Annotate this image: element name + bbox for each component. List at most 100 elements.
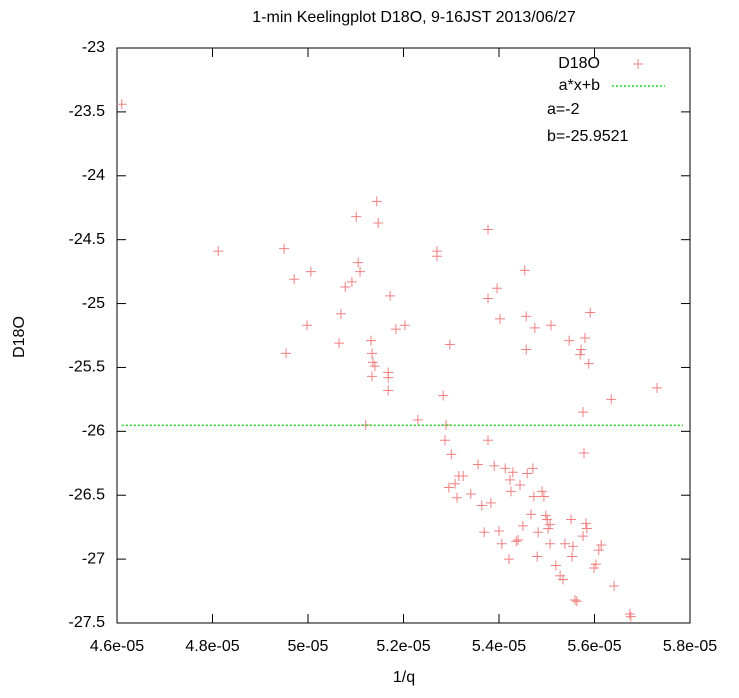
- legend-marker: [633, 59, 643, 69]
- data-point: [585, 307, 596, 318]
- data-point: [579, 333, 590, 344]
- data-point: [483, 224, 494, 235]
- data-point: [580, 518, 591, 529]
- data-point: [479, 527, 490, 538]
- data-point: [346, 276, 357, 287]
- data-point: [513, 534, 524, 545]
- data-point: [373, 218, 384, 229]
- data-point: [305, 266, 316, 277]
- data-point: [522, 468, 533, 479]
- data-point: [366, 371, 377, 382]
- data-point: [511, 536, 522, 547]
- data-point: [383, 372, 394, 383]
- x-tick-label: 4.6e-05: [90, 638, 144, 655]
- data-point: [505, 486, 516, 497]
- data-point: [609, 580, 620, 591]
- data-point: [385, 290, 396, 301]
- data-point: [566, 514, 577, 525]
- data-point: [564, 335, 575, 346]
- data-point: [528, 491, 539, 502]
- data-point: [371, 196, 382, 207]
- data-point: [625, 611, 636, 622]
- data-point: [538, 491, 549, 502]
- data-point: [302, 320, 313, 331]
- data-point: [289, 274, 300, 285]
- data-point: [578, 407, 589, 418]
- data-point: [593, 545, 604, 556]
- data-point: [507, 467, 518, 478]
- data-point: [446, 449, 457, 460]
- x-tick-label: 5.8e-05: [663, 638, 717, 655]
- data-point: [568, 541, 579, 552]
- data-point: [559, 538, 570, 549]
- y-tick-label: -27.5: [69, 614, 106, 631]
- data-point: [546, 320, 557, 331]
- data-point: [515, 480, 526, 490]
- data-point: [367, 357, 378, 368]
- data-point: [521, 311, 532, 322]
- data-point: [504, 554, 515, 565]
- data-point: [366, 335, 377, 346]
- data-point: [351, 211, 362, 222]
- data-point: [545, 519, 556, 530]
- data-point: [494, 526, 504, 536]
- data-point: [355, 266, 366, 277]
- data-point: [576, 344, 587, 355]
- data-point: [545, 538, 556, 549]
- data-point: [335, 308, 346, 319]
- y-tick-label: -25.5: [69, 359, 106, 376]
- y-tick-label: -24: [82, 167, 105, 184]
- data-point: [575, 349, 586, 360]
- data-point: [525, 509, 536, 520]
- x-tick-label: 4.8e-05: [185, 638, 239, 655]
- data-point: [472, 459, 483, 470]
- data-point: [390, 324, 401, 335]
- data-point: [443, 482, 454, 493]
- data-point: [450, 478, 461, 489]
- data-point: [353, 257, 364, 268]
- data-point: [527, 463, 538, 474]
- y-tick-label: -26.5: [69, 486, 106, 503]
- data-point: [431, 251, 442, 262]
- data-point: [500, 463, 511, 474]
- data-point: [438, 390, 449, 401]
- data-point: [529, 322, 540, 333]
- data-point: [504, 474, 515, 485]
- data-point: [440, 435, 451, 446]
- y-tick-label: -23: [82, 39, 105, 56]
- data-point: [494, 313, 505, 324]
- data-point: [624, 609, 635, 620]
- data-point: [485, 497, 496, 508]
- data-point: [567, 551, 578, 562]
- data-point: [366, 348, 377, 359]
- annotation: a=-2: [547, 101, 580, 118]
- data-point: [412, 414, 423, 425]
- y-tick-label: -23.5: [69, 103, 106, 120]
- data-point: [496, 538, 507, 549]
- data-point: [589, 563, 600, 574]
- data-point: [444, 339, 455, 350]
- data-point: [578, 531, 589, 542]
- data-point: [369, 361, 380, 372]
- data-point: [465, 488, 476, 499]
- data-point: [521, 344, 532, 355]
- data-point: [542, 514, 553, 525]
- data-point: [399, 320, 410, 331]
- chart-title: 1-min Keelingplot D18O, 9-16JST 2013/06/…: [252, 9, 576, 26]
- y-axis-label: D18O: [11, 316, 28, 358]
- data-point: [596, 540, 607, 551]
- data-point: [517, 520, 528, 531]
- data-point: [557, 574, 568, 585]
- x-axis-label: 1/q: [393, 669, 415, 686]
- x-tick-label: 5.6e-05: [567, 638, 621, 655]
- y-tick-label: -25: [82, 295, 105, 312]
- y-tick-label: -27: [82, 550, 105, 567]
- data-point: [590, 559, 601, 570]
- x-tick-label: 5.2e-05: [376, 638, 430, 655]
- data-point: [578, 448, 589, 459]
- data-point: [334, 338, 345, 349]
- data-point: [550, 560, 561, 571]
- data-point: [536, 486, 547, 497]
- data-point: [489, 460, 500, 471]
